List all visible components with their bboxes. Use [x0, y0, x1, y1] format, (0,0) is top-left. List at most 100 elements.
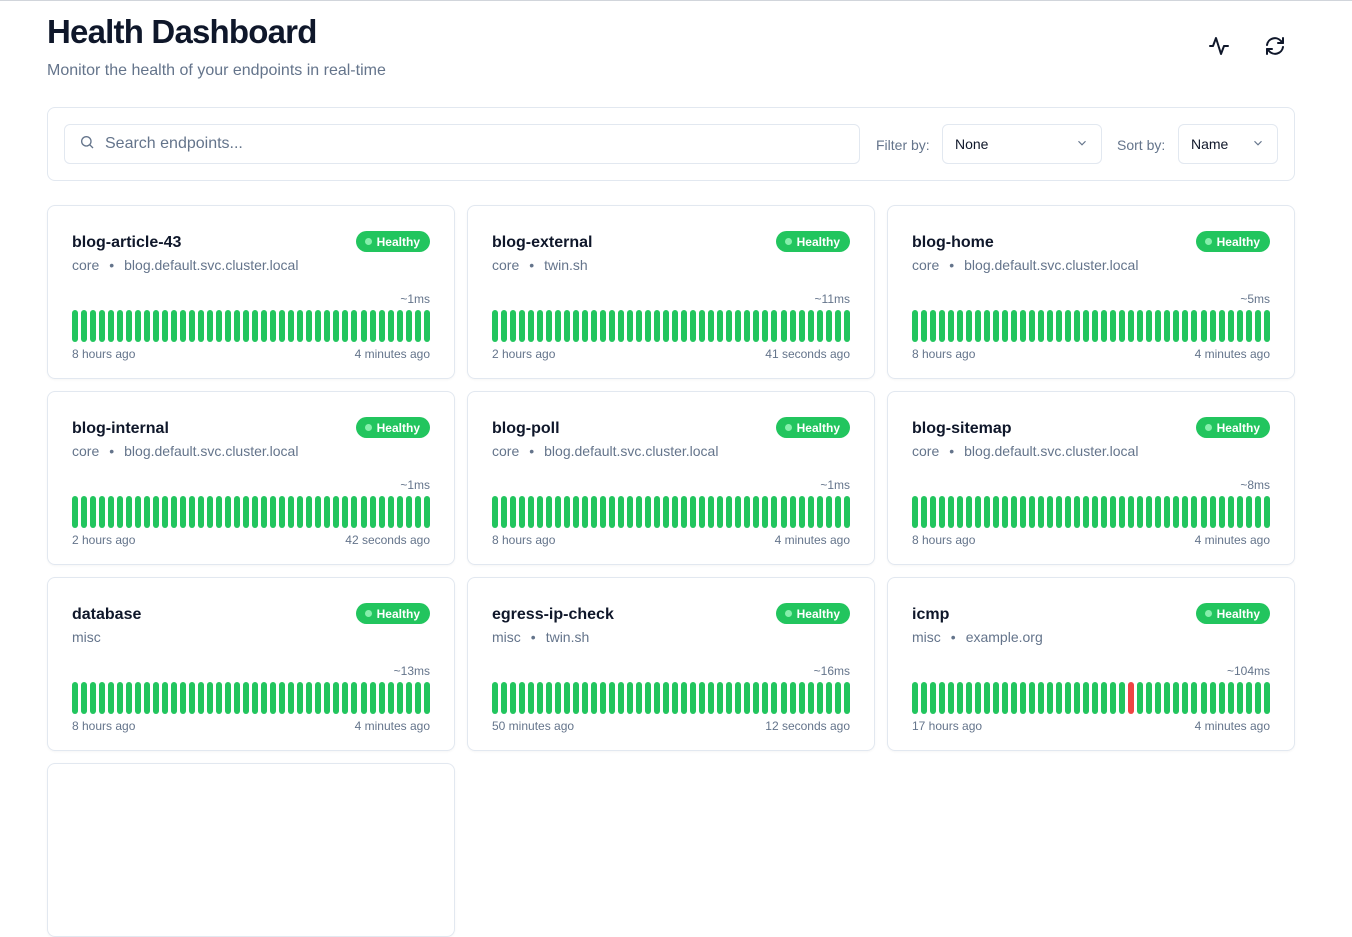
successful-check-bar[interactable]	[1209, 682, 1216, 714]
successful-check-bar[interactable]	[414, 682, 421, 714]
successful-check-bar[interactable]	[573, 496, 580, 528]
successful-check-bar[interactable]	[672, 496, 679, 528]
successful-check-bar[interactable]	[279, 496, 286, 528]
successful-check-bar[interactable]	[162, 682, 169, 714]
successful-check-bar[interactable]	[243, 310, 250, 342]
successful-check-bar[interactable]	[117, 496, 124, 528]
successful-check-bar[interactable]	[717, 682, 724, 714]
successful-check-bar[interactable]	[234, 496, 241, 528]
successful-check-bar[interactable]	[501, 496, 508, 528]
successful-check-bar[interactable]	[930, 496, 937, 528]
successful-check-bar[interactable]	[216, 310, 223, 342]
successful-check-bar[interactable]	[966, 310, 973, 342]
successful-check-bar[interactable]	[708, 682, 715, 714]
successful-check-bar[interactable]	[90, 682, 97, 714]
successful-check-bar[interactable]	[225, 496, 232, 528]
successful-check-bar[interactable]	[600, 310, 607, 342]
successful-check-bar[interactable]	[1002, 682, 1009, 714]
successful-check-bar[interactable]	[957, 310, 964, 342]
successful-check-bar[interactable]	[744, 310, 751, 342]
successful-check-bar[interactable]	[519, 682, 526, 714]
successful-check-bar[interactable]	[1137, 682, 1144, 714]
successful-check-bar[interactable]	[90, 496, 97, 528]
successful-check-bar[interactable]	[1200, 682, 1207, 714]
successful-check-bar[interactable]	[726, 496, 733, 528]
successful-check-bar[interactable]	[126, 682, 133, 714]
successful-check-bar[interactable]	[99, 496, 106, 528]
successful-check-bar[interactable]	[993, 310, 1000, 342]
successful-check-bar[interactable]	[1164, 496, 1171, 528]
endpoint-card[interactable]: database Healthy misc ~13ms 8 hours ago …	[47, 577, 455, 751]
failed-check-bar[interactable]	[1128, 682, 1135, 714]
successful-check-bar[interactable]	[582, 310, 589, 342]
successful-check-bar[interactable]	[180, 682, 187, 714]
successful-check-bar[interactable]	[378, 496, 385, 528]
successful-check-bar[interactable]	[609, 310, 616, 342]
successful-check-bar[interactable]	[207, 496, 214, 528]
successful-check-bar[interactable]	[537, 682, 544, 714]
successful-check-bar[interactable]	[627, 682, 634, 714]
successful-check-bar[interactable]	[1128, 496, 1135, 528]
successful-check-bar[interactable]	[939, 310, 946, 342]
successful-check-bar[interactable]	[825, 310, 832, 342]
successful-check-bar[interactable]	[333, 310, 340, 342]
successful-check-bar[interactable]	[1011, 310, 1018, 342]
successful-check-bar[interactable]	[690, 310, 697, 342]
successful-check-bar[interactable]	[153, 496, 160, 528]
successful-check-bar[interactable]	[297, 496, 304, 528]
successful-check-bar[interactable]	[1092, 310, 1099, 342]
successful-check-bar[interactable]	[501, 310, 508, 342]
successful-check-bar[interactable]	[189, 682, 196, 714]
successful-check-bar[interactable]	[1218, 682, 1225, 714]
successful-check-bar[interactable]	[1056, 310, 1063, 342]
successful-check-bar[interactable]	[396, 682, 403, 714]
successful-check-bar[interactable]	[360, 682, 367, 714]
successful-check-bar[interactable]	[99, 682, 106, 714]
successful-check-bar[interactable]	[699, 310, 706, 342]
successful-check-bar[interactable]	[636, 682, 643, 714]
successful-check-bar[interactable]	[1110, 496, 1117, 528]
successful-check-bar[interactable]	[1119, 496, 1126, 528]
successful-check-bar[interactable]	[690, 496, 697, 528]
successful-check-bar[interactable]	[1119, 682, 1126, 714]
successful-check-bar[interactable]	[1056, 496, 1063, 528]
successful-check-bar[interactable]	[315, 496, 322, 528]
successful-check-bar[interactable]	[555, 310, 562, 342]
successful-check-bar[interactable]	[315, 310, 322, 342]
successful-check-bar[interactable]	[609, 682, 616, 714]
successful-check-bar[interactable]	[387, 496, 394, 528]
successful-check-bar[interactable]	[1254, 496, 1261, 528]
successful-check-bar[interactable]	[144, 682, 151, 714]
successful-check-bar[interactable]	[807, 682, 814, 714]
successful-check-bar[interactable]	[591, 682, 598, 714]
successful-check-bar[interactable]	[1047, 682, 1054, 714]
successful-check-bar[interactable]	[771, 496, 778, 528]
successful-check-bar[interactable]	[753, 496, 760, 528]
successful-check-bar[interactable]	[618, 310, 625, 342]
successful-check-bar[interactable]	[1137, 496, 1144, 528]
successful-check-bar[interactable]	[654, 496, 661, 528]
endpoint-name[interactable]: database	[72, 606, 142, 623]
successful-check-bar[interactable]	[627, 496, 634, 528]
successful-check-bar[interactable]	[1254, 310, 1261, 342]
successful-check-bar[interactable]	[342, 682, 349, 714]
endpoint-card[interactable]: blog-sitemap Healthy core • blog.default.s…	[887, 391, 1295, 565]
successful-check-bar[interactable]	[1173, 496, 1180, 528]
successful-check-bar[interactable]	[135, 310, 142, 342]
successful-check-bar[interactable]	[582, 682, 589, 714]
successful-check-bar[interactable]	[555, 496, 562, 528]
successful-check-bar[interactable]	[378, 682, 385, 714]
successful-check-bar[interactable]	[1227, 682, 1234, 714]
successful-check-bar[interactable]	[807, 310, 814, 342]
successful-check-bar[interactable]	[1119, 310, 1126, 342]
successful-check-bar[interactable]	[780, 310, 787, 342]
successful-check-bar[interactable]	[1083, 310, 1090, 342]
successful-check-bar[interactable]	[270, 496, 277, 528]
successful-check-bar[interactable]	[288, 682, 295, 714]
successful-check-bar[interactable]	[789, 682, 796, 714]
successful-check-bar[interactable]	[1110, 682, 1117, 714]
successful-check-bar[interactable]	[921, 496, 928, 528]
successful-check-bar[interactable]	[1182, 682, 1189, 714]
successful-check-bar[interactable]	[672, 682, 679, 714]
successful-check-bar[interactable]	[369, 682, 376, 714]
